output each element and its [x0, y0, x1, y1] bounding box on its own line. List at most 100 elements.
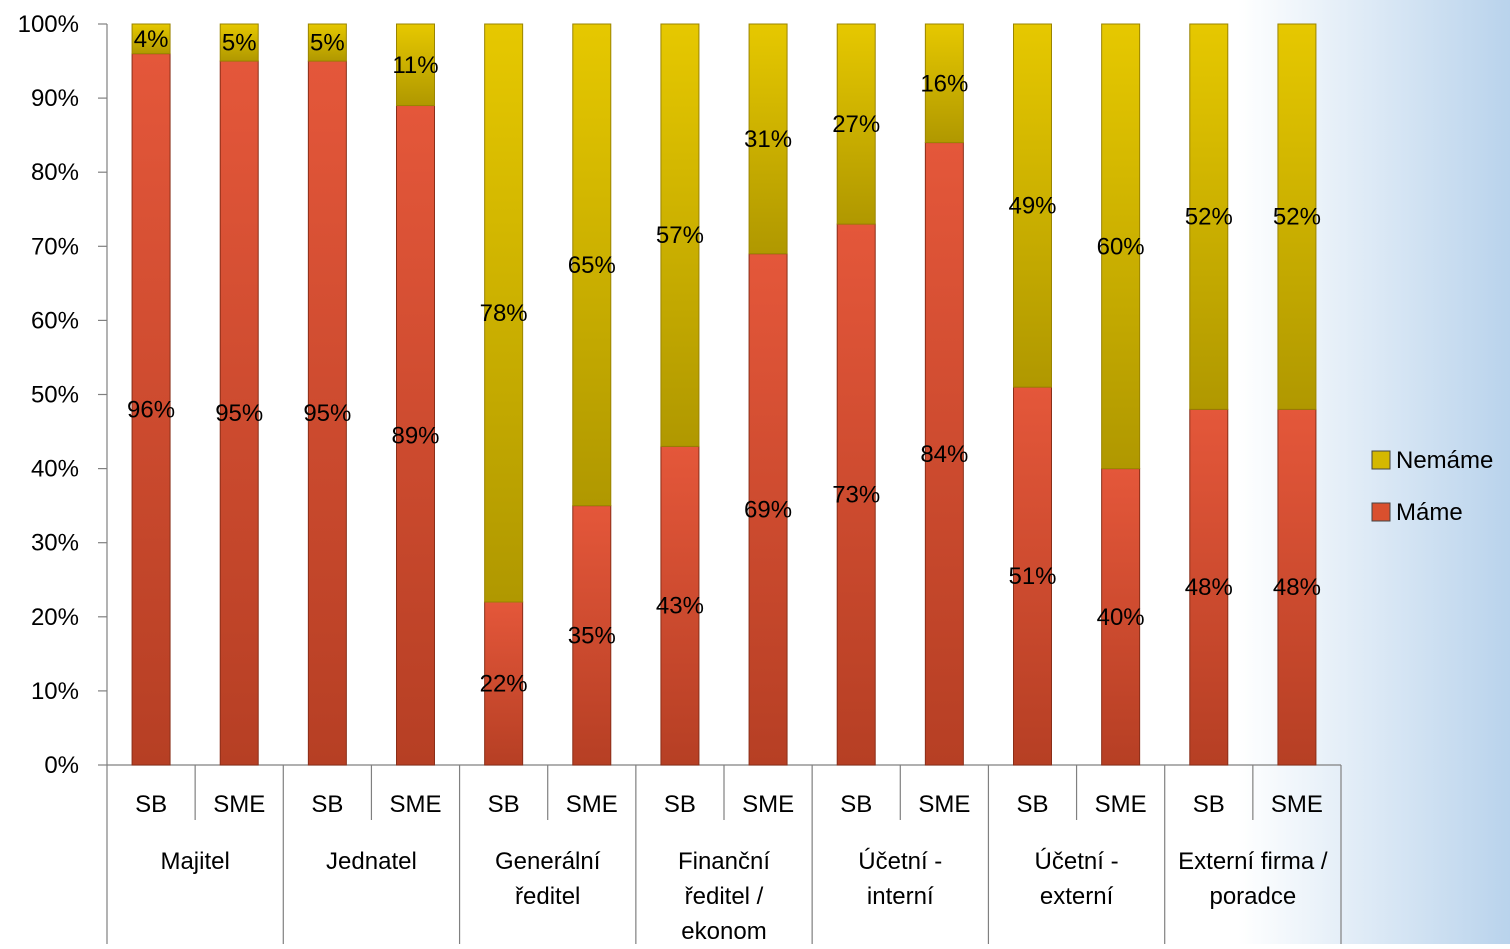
- legend-swatch: [1371, 450, 1391, 470]
- bar-mme: [1013, 386, 1052, 766]
- y-tick-label: 50%: [31, 382, 79, 409]
- data-label: 40%: [1097, 604, 1145, 631]
- x-subcategory-label: SB: [488, 791, 520, 818]
- bar-nemme: [748, 23, 788, 255]
- data-label: 73%: [832, 482, 880, 509]
- x-subcategory-label: SME: [389, 791, 441, 818]
- x-group-label: interní: [867, 883, 934, 910]
- bar-mme: [219, 60, 259, 766]
- bar-mme: [748, 253, 788, 766]
- bar-nemme: [396, 23, 435, 107]
- x-group-label: Generální: [495, 848, 601, 875]
- x-subcategory-label: SB: [664, 791, 696, 818]
- y-tick-label: 100%: [18, 11, 79, 38]
- data-label: 5%: [310, 30, 345, 57]
- data-label: 84%: [920, 441, 968, 468]
- y-tick-label: 10%: [31, 678, 79, 705]
- x-subcategory-label: SB: [1016, 791, 1048, 818]
- data-label: 78%: [480, 300, 528, 327]
- data-label: 52%: [1185, 204, 1233, 231]
- y-tick-label: 80%: [31, 159, 79, 186]
- bar-nemme: [484, 23, 524, 603]
- y-tick-label: 30%: [31, 530, 79, 557]
- x-subcategory-label: SB: [1193, 791, 1225, 818]
- bar-mme: [1101, 468, 1141, 766]
- data-label: 65%: [568, 252, 616, 279]
- x-subcategory-label: SME: [918, 791, 970, 818]
- data-label: 11%: [392, 52, 438, 79]
- data-label: 31%: [744, 126, 792, 153]
- legend-label: Nemáme: [1396, 447, 1493, 474]
- bar-mme: [924, 142, 964, 766]
- bar-mme: [484, 601, 524, 766]
- x-group-label: poradce: [1209, 883, 1296, 910]
- bar-nemme: [219, 23, 259, 62]
- data-label: 96%: [127, 396, 175, 423]
- y-tick-label: 20%: [31, 604, 79, 631]
- data-label: 52%: [1273, 204, 1321, 231]
- data-label: 49%: [1008, 193, 1056, 220]
- y-tick-label: 90%: [31, 85, 79, 112]
- x-group-label: Účetní -: [1035, 848, 1119, 875]
- x-subcategory-label: SME: [213, 791, 265, 818]
- data-label: 48%: [1273, 574, 1321, 601]
- data-label: 57%: [656, 222, 704, 249]
- bar-nemme: [1277, 23, 1317, 410]
- x-subcategory-label: SME: [1271, 791, 1323, 818]
- bar-nemme: [572, 23, 612, 507]
- x-subcategory-label: SB: [135, 791, 167, 818]
- x-subcategory-label: SME: [1095, 791, 1147, 818]
- bar-mme: [1277, 408, 1317, 766]
- y-tick-label: 60%: [31, 307, 79, 334]
- data-label: 35%: [568, 622, 616, 649]
- x-group-label: ředitel /: [685, 883, 764, 910]
- x-group-label: Účetní -: [858, 848, 942, 875]
- bar-nemme: [131, 23, 171, 55]
- x-subcategory-label: SB: [311, 791, 343, 818]
- x-group-label: Jednatel: [326, 848, 417, 875]
- bar-nemme: [1013, 23, 1052, 388]
- bar-nemme: [836, 23, 876, 225]
- data-label: 89%: [391, 422, 439, 449]
- data-label: 16%: [920, 70, 968, 97]
- bar-mme: [836, 223, 876, 766]
- legend-swatch: [1371, 502, 1391, 522]
- x-group-label: ředitel: [515, 883, 580, 910]
- data-label: 27%: [832, 111, 880, 138]
- legend-label: Máme: [1396, 499, 1463, 526]
- y-tick-label: 0%: [44, 752, 79, 779]
- data-label: 95%: [303, 400, 351, 427]
- x-group-label: Finanční: [678, 848, 770, 875]
- x-subcategory-label: SB: [840, 791, 872, 818]
- x-group-label: Majitel: [160, 848, 229, 875]
- data-label: 60%: [1097, 233, 1145, 260]
- bar-mme: [572, 505, 612, 766]
- x-subcategory-label: SME: [566, 791, 618, 818]
- bar-nemme: [660, 23, 700, 447]
- y-tick-label: 70%: [31, 233, 79, 260]
- x-group-label: externí: [1040, 883, 1114, 910]
- bar-mme: [1189, 408, 1229, 766]
- bar-nemme: [1101, 23, 1141, 470]
- bar-mme: [396, 105, 435, 766]
- data-label: 5%: [222, 30, 257, 57]
- y-tick-label: 40%: [31, 456, 79, 483]
- bar-mme: [307, 60, 347, 766]
- x-group-label: ekonom: [681, 918, 766, 944]
- bar-nemme: [924, 23, 964, 144]
- bar-nemme: [1189, 23, 1229, 410]
- x-subcategory-label: SME: [742, 791, 794, 818]
- data-label: 48%: [1185, 574, 1233, 601]
- data-label: 69%: [744, 496, 792, 523]
- data-label: 4%: [134, 26, 169, 53]
- bar-mme: [660, 445, 700, 766]
- bar-nemme: [307, 23, 347, 62]
- data-label: 95%: [215, 400, 263, 427]
- bar-mme: [131, 53, 171, 766]
- data-label: 43%: [656, 593, 704, 620]
- x-group-label: Externí firma /: [1178, 848, 1328, 875]
- data-label: 22%: [480, 670, 528, 697]
- data-label: 51%: [1008, 563, 1056, 590]
